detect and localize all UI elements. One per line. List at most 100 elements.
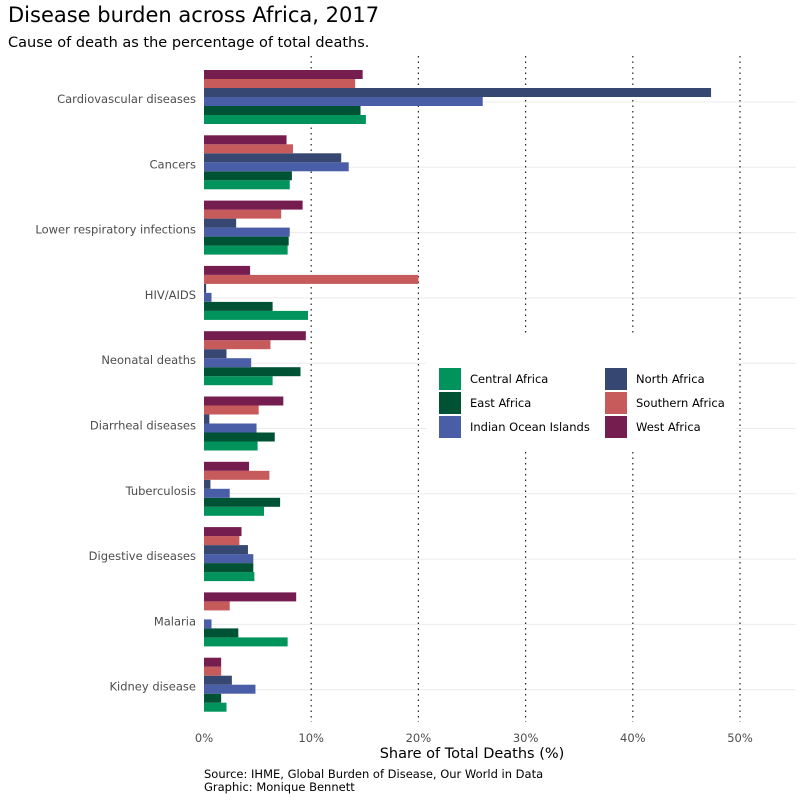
x-tick-label: 20%: [406, 731, 432, 745]
legend-swatch: [439, 416, 461, 438]
x-tick-label: 30%: [513, 731, 539, 745]
category-label: Digestive diseases: [89, 549, 196, 563]
legend-label: Southern Africa: [636, 396, 725, 410]
bar-indian-ocean-islands: [204, 488, 230, 498]
legend-item: West Africa: [605, 416, 701, 438]
legend-label: North Africa: [636, 372, 705, 386]
legend-swatch: [605, 368, 627, 390]
category-label: HIV/AIDS: [145, 288, 196, 302]
chart-subtitle: Cause of death as the percentage of tota…: [8, 35, 370, 51]
bar-north-africa: [204, 675, 232, 685]
bar-central-africa: [204, 180, 290, 190]
bar-west-africa: [204, 396, 284, 406]
bar-north-africa: [204, 218, 237, 228]
bar-southern-africa: [204, 209, 282, 219]
bar-central-africa: [204, 637, 288, 647]
legend-item: East Africa: [439, 392, 531, 414]
bar-central-africa: [204, 376, 273, 386]
bar-east-africa: [204, 432, 275, 442]
bar-southern-africa: [204, 274, 419, 284]
bar-east-africa: [204, 693, 222, 703]
chart-caption: Source: IHME, Global Burden of Disease, …: [204, 768, 543, 794]
bar-central-africa: [204, 506, 265, 516]
bar-southern-africa: [204, 144, 293, 154]
bar-east-africa: [204, 171, 292, 181]
caption-credit: Graphic: Monique Bennett: [204, 780, 355, 794]
bar-east-africa: [204, 106, 361, 115]
bar-southern-africa: [204, 79, 356, 88]
legend-label: West Africa: [636, 420, 701, 434]
bar-west-africa: [204, 331, 306, 341]
x-tick-label: 40%: [620, 731, 646, 745]
legend-swatch: [439, 392, 461, 414]
bar-southern-africa: [204, 470, 270, 480]
bar-indian-ocean-islands: [204, 97, 483, 106]
x-tick-label: 0%: [195, 731, 213, 745]
bar-indian-ocean-islands: [204, 619, 212, 629]
bar-southern-africa: [204, 340, 271, 350]
legend-item: Indian Ocean Islands: [439, 416, 590, 438]
bar-east-africa: [204, 301, 273, 311]
bar-southern-africa: [204, 405, 259, 415]
bar-indian-ocean-islands: [204, 227, 290, 237]
bar-central-africa: [204, 572, 255, 582]
bar-indian-ocean-islands: [204, 423, 257, 433]
bar-east-africa: [204, 628, 239, 638]
bar-west-africa: [204, 527, 242, 537]
category-label: Tuberculosis: [125, 484, 196, 498]
category-label: Kidney disease: [109, 680, 196, 694]
bar-central-africa: [204, 115, 366, 124]
bar-central-africa: [204, 245, 288, 255]
legend-label: Indian Ocean Islands: [470, 420, 590, 434]
bar-indian-ocean-islands: [204, 292, 212, 302]
x-tick-labels: 0% 10% 20% 30% 40% 50%: [195, 731, 753, 745]
bar-west-africa: [204, 135, 287, 145]
category-label: Cardiovascular diseases: [57, 92, 196, 106]
legend-swatch: [605, 416, 627, 438]
legend: Central Africa East Africa Indian Ocean Is…: [439, 368, 725, 438]
chart-title: Disease burden across Africa, 2017: [8, 3, 380, 27]
category-label: Neonatal deaths: [101, 353, 196, 367]
bar-indian-ocean-islands: [204, 684, 256, 694]
x-tick-label: 10%: [298, 731, 324, 745]
bar-west-africa: [204, 70, 363, 79]
legend-item: Central Africa: [439, 368, 548, 390]
legend-label: Central Africa: [470, 372, 548, 386]
bar-north-africa: [204, 545, 248, 555]
bar-central-africa: [204, 702, 227, 712]
bar-west-africa: [204, 657, 222, 667]
category-labels: Cardiovascular diseases Cancers Lower resp…: [35, 92, 196, 694]
bar-north-africa: [204, 349, 227, 359]
legend-swatch: [605, 392, 627, 414]
bar-southern-africa: [204, 666, 222, 676]
bar-west-africa: [204, 592, 297, 602]
bar-central-africa: [204, 310, 308, 320]
bar-north-africa: [204, 414, 210, 424]
bar-west-africa: [204, 461, 250, 471]
legend-item: North Africa: [605, 368, 705, 390]
x-axis-title: Share of Total Deaths (%): [380, 746, 565, 762]
bars: [204, 70, 712, 712]
category-label: Malaria: [154, 614, 196, 628]
legend-label: East Africa: [470, 396, 531, 410]
bar-east-africa: [204, 236, 289, 246]
bar-southern-africa: [204, 536, 240, 546]
bar-north-africa: [204, 283, 207, 293]
legend-swatch: [439, 368, 461, 390]
bar-southern-africa: [204, 601, 230, 611]
bar-indian-ocean-islands: [204, 162, 349, 172]
legend-background: [426, 334, 736, 448]
legend-box: [426, 334, 736, 448]
bar-west-africa: [204, 265, 251, 275]
bar-north-africa: [204, 153, 342, 163]
bar-central-africa: [204, 441, 258, 451]
category-label: Diarrheal diseases: [90, 419, 196, 433]
bar-indian-ocean-islands: [204, 554, 254, 564]
x-tick-label: 50%: [727, 731, 753, 745]
category-label: Cancers: [150, 157, 196, 171]
bar-north-africa: [204, 88, 712, 97]
bar-north-africa: [204, 479, 211, 489]
bar-east-africa: [204, 497, 281, 507]
bar-east-africa: [204, 563, 254, 573]
